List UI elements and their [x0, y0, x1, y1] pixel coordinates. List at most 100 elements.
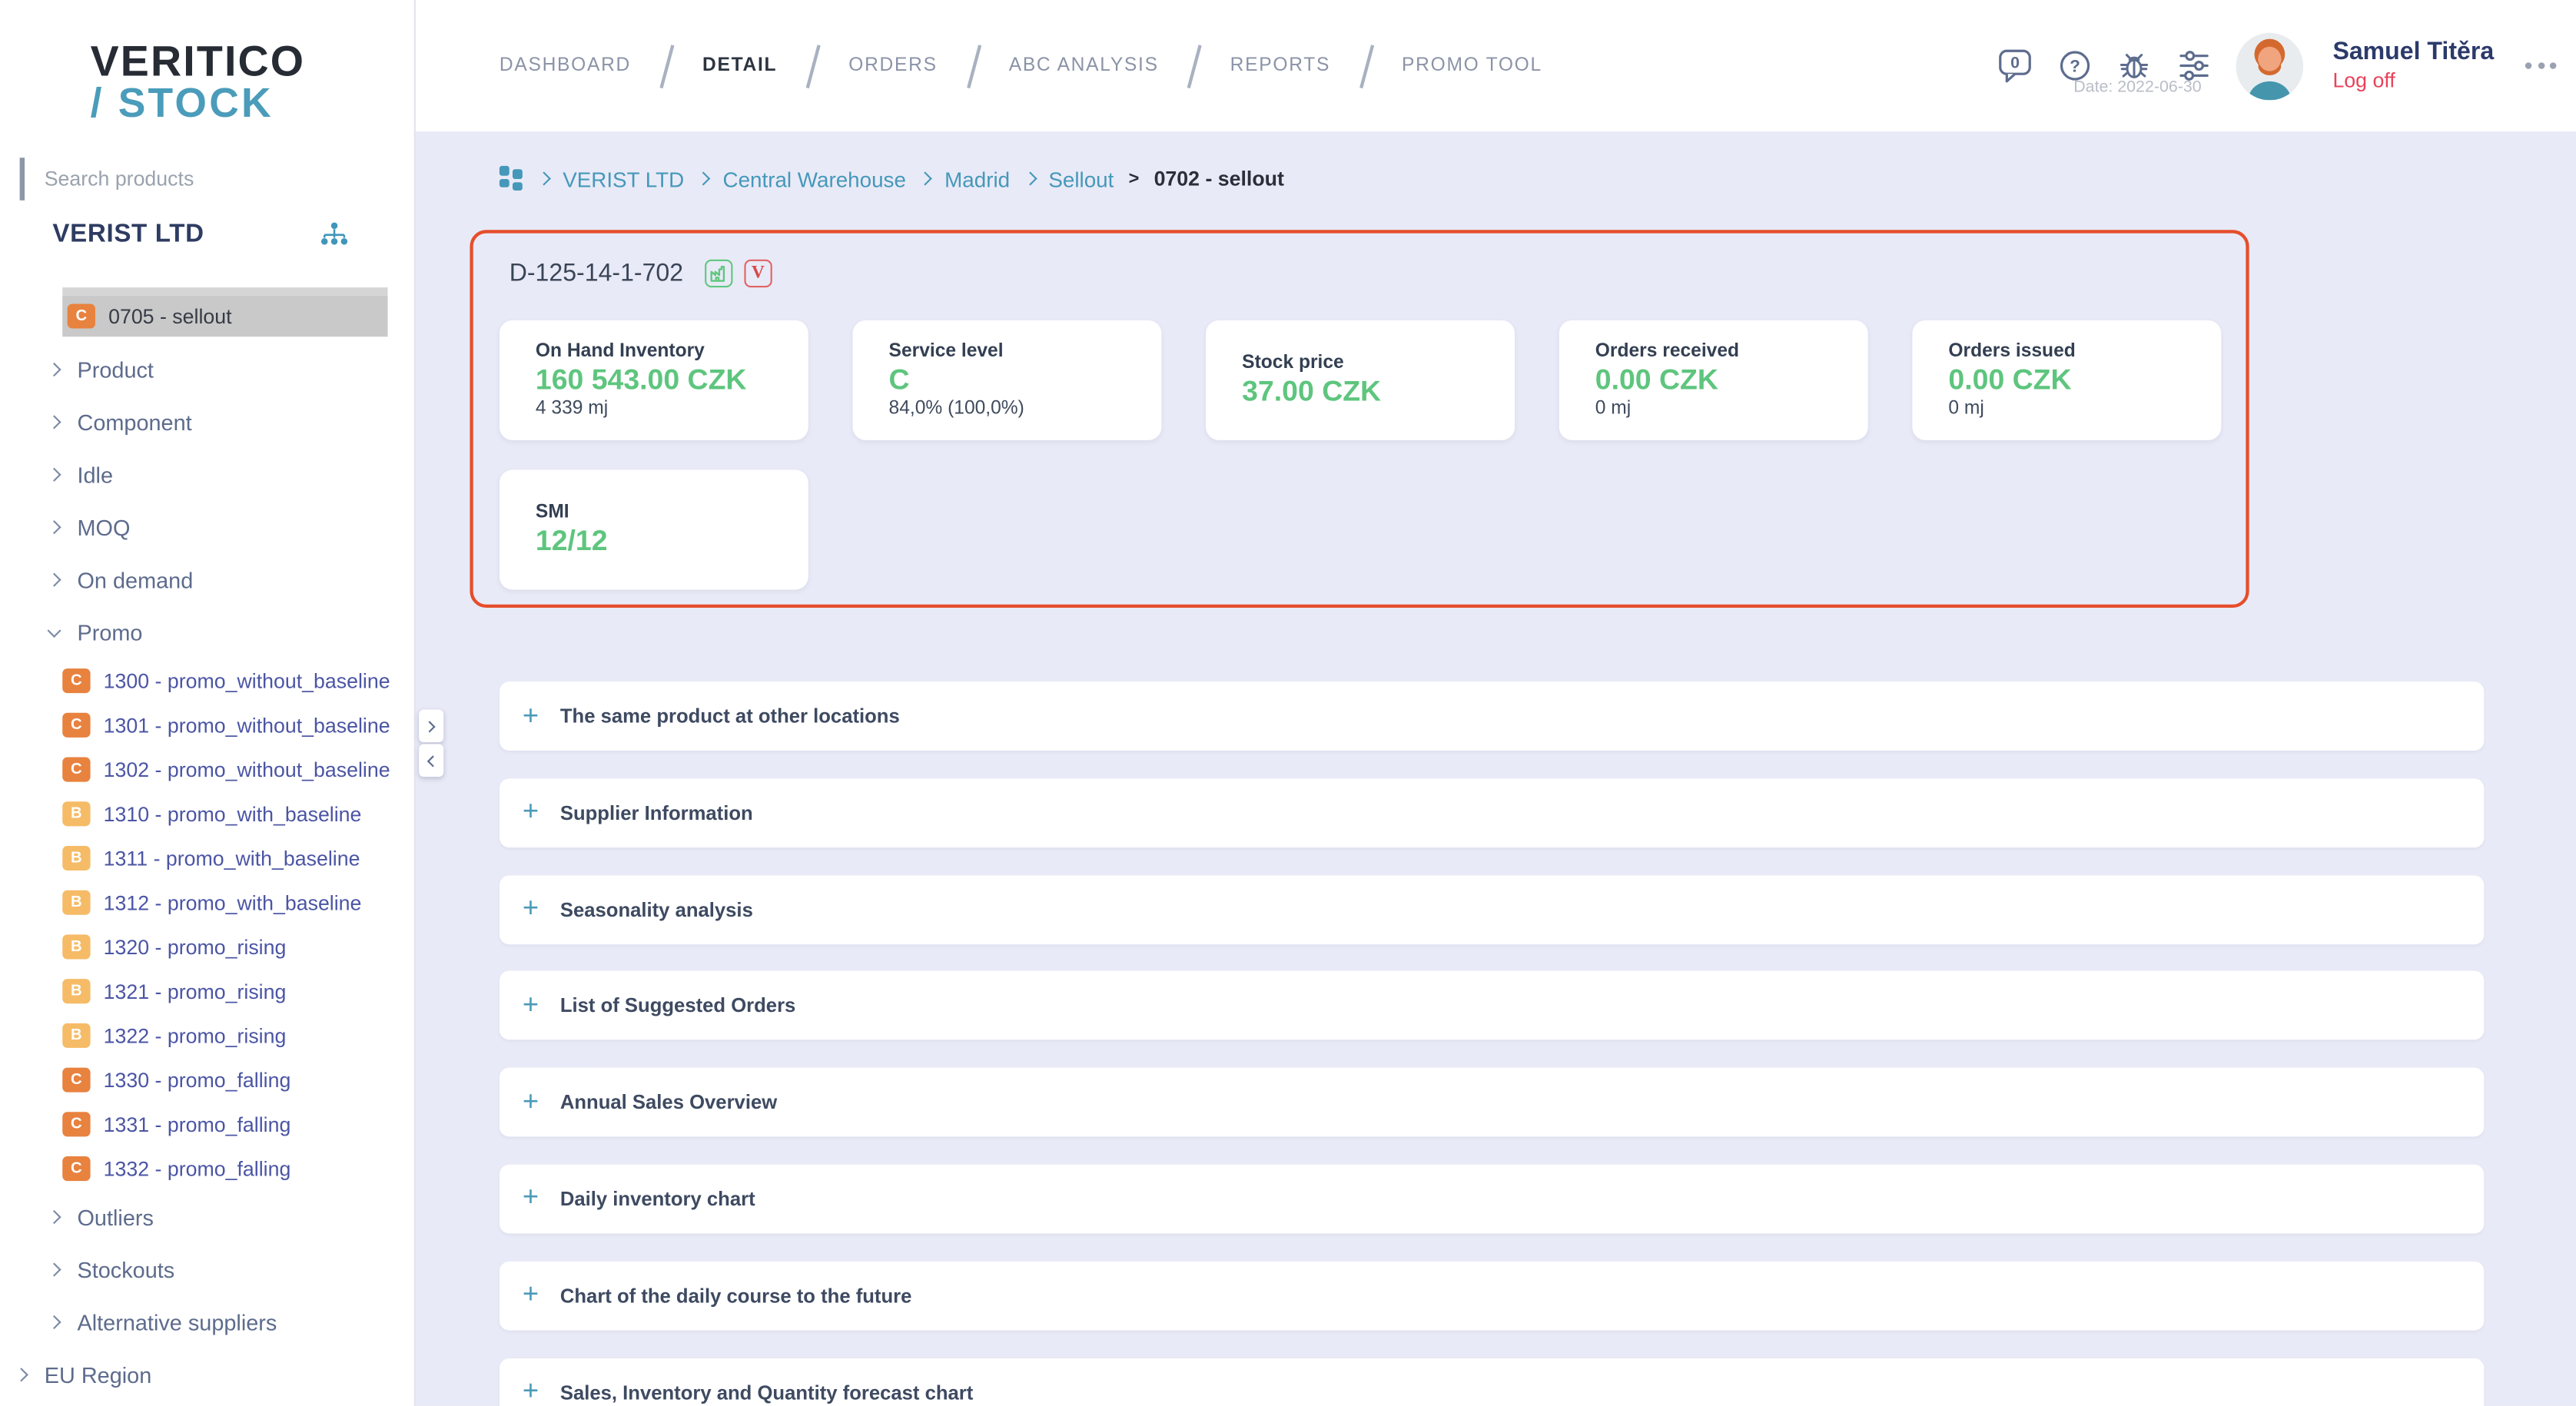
kpi-value: 12/12 [535, 522, 608, 556]
chevron-right-icon [47, 467, 61, 482]
abc-class-badge: C [62, 1067, 91, 1093]
abc-class-badge: C [62, 1156, 91, 1182]
sidebar-group-idle[interactable]: Idle [0, 449, 416, 501]
sidebar-item-1330-promo-falling[interactable]: C 1330 - promo_falling [0, 1058, 416, 1103]
plus-expand-icon: + [522, 1278, 539, 1310]
bug-report-icon[interactable] [2116, 48, 2152, 84]
help-icon[interactable]: ? [2058, 49, 2091, 82]
nav-separator [1359, 44, 1373, 88]
sidebar-item-1331-promo-falling[interactable]: C 1331 - promo_falling [0, 1102, 416, 1146]
sidebar: VERITICO / STOCK VERIST LTD C 0705 - [0, 0, 416, 1406]
plus-expand-icon: + [522, 1085, 539, 1117]
svg-text:0: 0 [2010, 53, 2020, 71]
kpi-label: On Hand Inventory [535, 341, 705, 362]
tree-group-label: MOQ [77, 515, 131, 540]
section-sales-inventory-and-quantity-forecast-chart[interactable]: + Sales, Inventory and Quantity forecast … [499, 1358, 2485, 1406]
tab-detail[interactable]: DETAIL [702, 55, 778, 76]
sidebar-item-1322-promo-rising[interactable]: B 1322 - promo_rising [0, 1013, 416, 1058]
hierarchy-icon[interactable] [320, 222, 348, 248]
abc-class-badge: B [62, 1023, 91, 1048]
sidebar-group-alternative-suppliers[interactable]: Alternative suppliers [0, 1296, 416, 1348]
selected-item-label: 0705 - sellout [108, 304, 232, 328]
sidebar-item-0705-sellout-selected[interactable]: C 0705 - sellout [62, 295, 388, 337]
app-logo: VERITICO / STOCK [91, 39, 306, 124]
top-bar: DASHBOARD DETAIL ORDERS ABC ANALYSIS REPORTS… [415, 0, 2576, 132]
sidebar-expand-button[interactable] [419, 709, 444, 743]
sidebar-group-outliers[interactable]: Outliers [0, 1191, 416, 1243]
section-seasonality-analysis[interactable]: + Seasonality analysis [499, 874, 2485, 944]
section-title: Sales, Inventory and Quantity forecast c… [559, 1380, 974, 1404]
company-header: VERIST LTD [52, 220, 381, 256]
tree-group-label: Product [77, 356, 154, 383]
log-off-link[interactable]: Log off [2332, 69, 2395, 93]
section-list-of-suggested-orders[interactable]: + List of Suggested Orders [499, 971, 2485, 1041]
sidebar-item-1332-promo-falling[interactable]: C 1332 - promo_falling [0, 1146, 416, 1191]
sidebar-item-1310-promo-with-baseline[interactable]: B 1310 - promo_with_baseline [0, 791, 416, 836]
sidebar-group-product[interactable]: Product [0, 343, 416, 396]
tab-orders[interactable]: ORDERS [848, 55, 938, 76]
sidebar-group-component[interactable]: Component [0, 396, 416, 448]
section-daily-inventory-chart[interactable]: + Daily inventory chart [499, 1164, 2485, 1234]
breadcrumb-links: VERIST LTD Central Warehouse Madrid Sellout [536, 166, 1114, 192]
tree-group-label: Outliers [77, 1205, 154, 1230]
breadcrumb-link-central-warehouse[interactable]: Central Warehouse [722, 166, 906, 192]
search-input[interactable] [25, 165, 370, 193]
kpi-orders-received: Orders received 0.00 CZK 0 mj [1559, 320, 1868, 440]
tree-item-label: 1312 - promo_with_baseline [103, 890, 362, 914]
section-chart-of-the-daily-course-to-the-future[interactable]: + Chart of the daily course to the future [499, 1261, 2485, 1331]
breadcrumb-link-verist-ltd[interactable]: VERIST LTD [563, 166, 685, 192]
breadcrumb: VERIST LTD Central Warehouse Madrid Sellout… [499, 165, 1284, 192]
grid-apps-icon[interactable] [499, 165, 524, 192]
abc-class-badge: B [62, 890, 91, 915]
sidebar-group-stockouts[interactable]: Stockouts [0, 1243, 416, 1295]
feedback-bubble-icon[interactable]: 0 [1997, 47, 2033, 85]
tree-item-label: 1300 - promo_without_baseline [103, 669, 390, 693]
section-title: Seasonality analysis [559, 897, 753, 921]
kpi-sub: 84,0% (100,0%) [888, 399, 1024, 419]
plus-expand-icon: + [522, 795, 539, 827]
section-annual-sales-overview[interactable]: + Annual Sales Overview [499, 1067, 2485, 1137]
svg-text:?: ? [2070, 57, 2080, 76]
sidebar-group-on-demand[interactable]: On demand [0, 553, 416, 605]
kpi-row-2: SMI 12/12 [499, 469, 808, 590]
sidebar-group-eu-region[interactable]: EU Region [0, 1348, 416, 1401]
kpi-sub: 0 mj [1948, 399, 1984, 419]
kpi-value: C [888, 363, 910, 396]
sidebar-item-1300-promo-without-baseline[interactable]: C 1300 - promo_without_baseline [0, 658, 416, 703]
section-supplier-information[interactable]: + Supplier Information [499, 778, 2485, 847]
chevron-right-icon [47, 520, 61, 535]
more-options-button[interactable] [2525, 62, 2557, 69]
search-field [19, 158, 398, 201]
sidebar-item-1312-promo-with-baseline[interactable]: B 1312 - promo_with_baseline [0, 880, 416, 925]
chevron-right-icon [1022, 172, 1036, 186]
sidebar-item-1321-promo-rising[interactable]: B 1321 - promo_rising [0, 969, 416, 1013]
tab-abc-analysis[interactable]: ABC ANALYSIS [1008, 55, 1159, 76]
product-header: D-125-14-1-702 V [510, 259, 772, 288]
header-right-cluster: 0 ? [1997, 5, 2557, 126]
sidebar-item-1320-promo-rising[interactable]: B 1320 - promo_rising [0, 925, 416, 970]
sidebar-item-1301-promo-without-baseline[interactable]: C 1301 - promo_without_baseline [0, 703, 416, 748]
sidebar-item-1302-promo-without-baseline[interactable]: C 1302 - promo_without_baseline [0, 748, 416, 792]
nav-separator [659, 44, 674, 88]
settings-sliders-icon[interactable] [2176, 48, 2211, 84]
breadcrumb-link-sellout[interactable]: Sellout [1048, 166, 1114, 192]
sidebar-group-moq[interactable]: MOQ [0, 501, 416, 553]
abc-class-badge: C [62, 1112, 91, 1137]
section-title: Chart of the daily course to the future [559, 1284, 912, 1308]
abc-class-badge: C [62, 712, 91, 738]
abc-class-badge: B [62, 845, 91, 871]
sidebar-group-promo[interactable]: Promo [0, 606, 416, 658]
sidebar-collapse-button[interactable] [419, 744, 444, 778]
chevron-right-icon [536, 172, 550, 186]
chevron-right-icon [47, 1262, 61, 1277]
tab-dashboard[interactable]: DASHBOARD [499, 55, 632, 76]
sidebar-item-1311-promo-with-baseline[interactable]: B 1311 - promo_with_baseline [0, 836, 416, 880]
section-the-same-product-at-other-locations[interactable]: + The same product at other locations [499, 681, 2485, 751]
tab-reports[interactable]: REPORTS [1230, 55, 1331, 76]
tab-promo-tool[interactable]: PROMO TOOL [1402, 55, 1542, 76]
tree-item-label: 1310 - promo_with_baseline [103, 802, 362, 826]
breadcrumb-link-madrid[interactable]: Madrid [944, 166, 1011, 192]
kpi-orders-issued: Orders issued 0.00 CZK 0 mj [1912, 320, 2222, 440]
abc-class-badge: C [62, 668, 91, 694]
avatar[interactable] [2236, 32, 2303, 100]
